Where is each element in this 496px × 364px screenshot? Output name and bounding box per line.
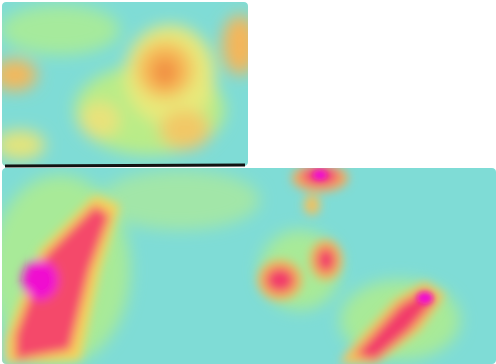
- top-panel: [2, 2, 248, 166]
- bottom-panel: [2, 168, 496, 364]
- divider-line: [4, 163, 246, 168]
